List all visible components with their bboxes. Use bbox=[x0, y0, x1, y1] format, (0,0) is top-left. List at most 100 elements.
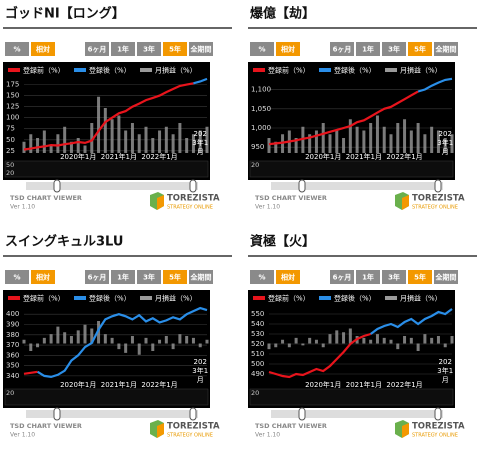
button[interactable] bbox=[137, 42, 161, 56]
y-tick-label: 360 bbox=[6, 351, 19, 359]
line bbox=[37, 306, 208, 379]
button-label[interactable]: 相対 bbox=[281, 273, 295, 282]
button[interactable] bbox=[31, 42, 55, 56]
button[interactable] bbox=[250, 42, 274, 56]
button-label[interactable]: 全期間 bbox=[435, 273, 457, 282]
line bbox=[370, 308, 453, 335]
scroller-handle[interactable] bbox=[434, 407, 442, 421]
footer-version: Ver 1.10 bbox=[10, 204, 35, 211]
legend-label: 月損益（%） bbox=[400, 294, 442, 303]
y-tick-label: 950 bbox=[251, 143, 264, 151]
button[interactable] bbox=[5, 270, 29, 284]
bar bbox=[124, 130, 128, 153]
button[interactable] bbox=[330, 270, 354, 284]
button-label[interactable]: 6ヶ月 bbox=[88, 46, 107, 54]
y-tick-label: 1,050 bbox=[251, 105, 271, 113]
logo-tagline: STRATEGY ONLINE bbox=[167, 205, 213, 211]
button-label[interactable]: % bbox=[13, 46, 20, 54]
bar bbox=[137, 134, 141, 153]
button[interactable] bbox=[356, 270, 380, 284]
x-tick-label: 2020年1月 bbox=[60, 380, 96, 389]
button-label[interactable]: 1年 bbox=[117, 273, 129, 282]
button-label[interactable]: 全期間 bbox=[190, 45, 212, 54]
scroller-handle[interactable] bbox=[298, 407, 306, 421]
button-label[interactable]: 5年 bbox=[169, 45, 181, 54]
button-label[interactable]: 3年 bbox=[143, 273, 155, 282]
bar bbox=[103, 108, 107, 153]
footer-brand: TSD CHART VIEWER bbox=[255, 422, 327, 430]
line bbox=[193, 77, 208, 85]
button-label[interactable]: 3年 bbox=[143, 45, 155, 54]
scroller-handle[interactable] bbox=[53, 179, 61, 193]
scroller-track bbox=[271, 182, 443, 190]
button-label[interactable]: 1年 bbox=[362, 45, 374, 54]
button[interactable] bbox=[5, 42, 29, 56]
button[interactable] bbox=[276, 270, 300, 284]
button-label[interactable]: 相対 bbox=[281, 45, 295, 54]
button[interactable] bbox=[85, 270, 109, 284]
legend-label: 登録前（%） bbox=[23, 294, 65, 303]
button-label[interactable]: 1年 bbox=[117, 45, 129, 54]
y-tick-label: 50 bbox=[6, 136, 15, 144]
button-label[interactable]: 3年 bbox=[388, 45, 400, 54]
scroller-handle[interactable] bbox=[434, 179, 442, 193]
button[interactable] bbox=[250, 270, 274, 284]
button-label[interactable]: 相対 bbox=[36, 273, 50, 282]
button-label[interactable]: 5年 bbox=[414, 273, 426, 282]
x-tick-label: 2022年1月 bbox=[141, 152, 177, 161]
button[interactable] bbox=[163, 270, 187, 284]
button[interactable] bbox=[276, 42, 300, 56]
scroller-handle[interactable] bbox=[298, 179, 306, 193]
bar bbox=[375, 115, 379, 153]
button-label[interactable]: 6ヶ月 bbox=[333, 46, 352, 54]
button[interactable] bbox=[111, 42, 135, 56]
button[interactable] bbox=[111, 270, 135, 284]
button-label[interactable]: 3年 bbox=[388, 273, 400, 282]
y-tick-label: 340 bbox=[6, 372, 19, 380]
button[interactable] bbox=[382, 42, 406, 56]
legend-swatch bbox=[8, 296, 20, 300]
footer-brand: TSD CHART VIEWER bbox=[10, 422, 82, 430]
bar bbox=[164, 336, 168, 344]
button[interactable] bbox=[85, 42, 109, 56]
button[interactable] bbox=[31, 270, 55, 284]
scroller-handle[interactable] bbox=[189, 407, 197, 421]
button[interactable] bbox=[356, 42, 380, 56]
button-label[interactable]: 全期間 bbox=[190, 273, 212, 282]
button-label[interactable]: 1年 bbox=[362, 273, 374, 282]
button-label[interactable]: 全期間 bbox=[435, 45, 457, 54]
button[interactable] bbox=[434, 270, 458, 284]
button-label[interactable]: 6ヶ月 bbox=[88, 274, 107, 282]
bar bbox=[97, 96, 101, 153]
button[interactable] bbox=[137, 270, 161, 284]
button-label[interactable]: % bbox=[13, 274, 20, 282]
bar bbox=[90, 123, 94, 153]
button[interactable] bbox=[408, 270, 432, 284]
bar bbox=[328, 334, 332, 344]
x-tick-label: 2021年1月 bbox=[101, 152, 137, 161]
button[interactable] bbox=[382, 270, 406, 284]
button-label[interactable]: 5年 bbox=[169, 273, 181, 282]
bar bbox=[267, 343, 271, 350]
y-tick-label: 370 bbox=[6, 341, 19, 349]
button-label[interactable]: 6ヶ月 bbox=[333, 274, 352, 282]
button-label[interactable]: 相対 bbox=[36, 45, 50, 54]
button[interactable] bbox=[163, 42, 187, 56]
scroller-handle[interactable] bbox=[53, 407, 61, 421]
x-tick-label: 2023年1月 bbox=[437, 130, 454, 156]
button-label[interactable]: % bbox=[258, 46, 265, 54]
bar bbox=[36, 138, 40, 153]
button[interactable] bbox=[189, 42, 213, 56]
scroller-handle[interactable] bbox=[189, 179, 197, 193]
bar bbox=[314, 339, 318, 344]
button[interactable] bbox=[189, 270, 213, 284]
button-label[interactable]: 5年 bbox=[414, 45, 426, 54]
button[interactable] bbox=[434, 42, 458, 56]
button[interactable] bbox=[408, 42, 432, 56]
legend-swatch bbox=[385, 68, 397, 72]
button-label[interactable]: % bbox=[258, 274, 265, 282]
bar bbox=[130, 123, 134, 153]
bar bbox=[83, 145, 87, 153]
button[interactable] bbox=[330, 42, 354, 56]
